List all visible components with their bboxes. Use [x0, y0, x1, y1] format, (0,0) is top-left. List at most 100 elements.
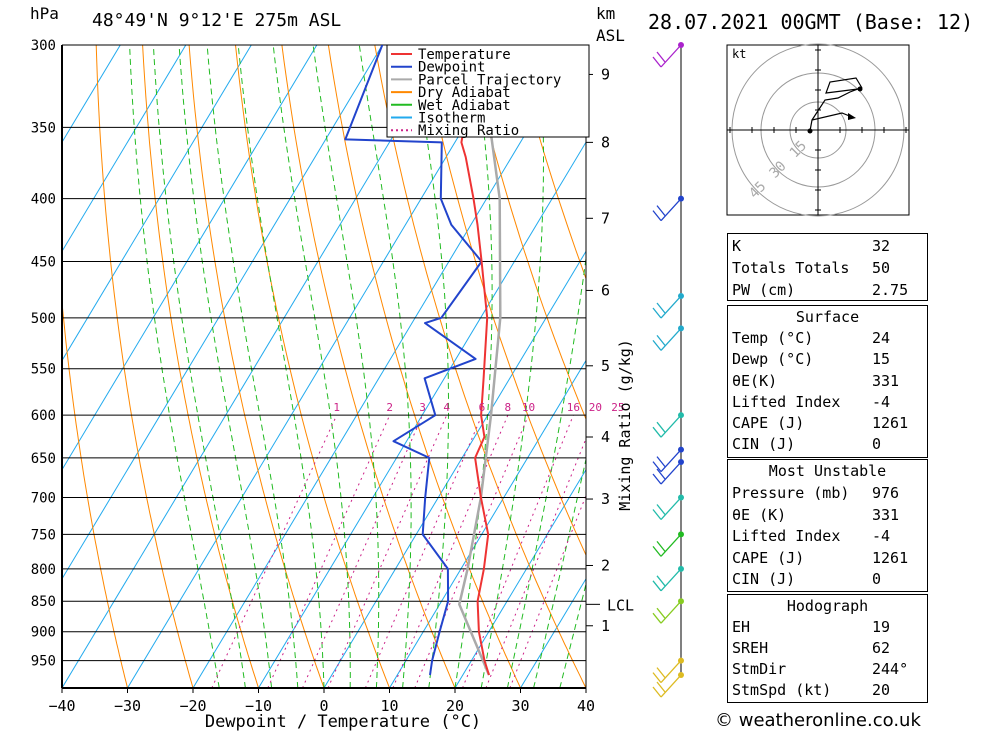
pressure-tick-label: 600	[31, 408, 56, 424]
legend-label: Dry Adiabat	[418, 85, 511, 101]
mixing-ratio-label: 4	[443, 401, 450, 414]
hodograph-unit: kt	[732, 47, 746, 61]
k-row: K 32	[732, 237, 891, 255]
isotherm-line	[62, 45, 383, 580]
pressure-tick-label: 750	[31, 527, 56, 543]
height-tick-label: 9	[601, 65, 610, 83]
sreh-row: SREH 62	[732, 639, 891, 657]
dry-adiabat-line	[95, 45, 194, 688]
surface-dewp-row: Dewp (°C) 15	[732, 350, 891, 368]
dewpoint-line	[344, 45, 483, 676]
isotherm-line	[192, 45, 580, 688]
dry-adiabat-line	[932, 45, 1000, 688]
x-axis-label: Dewpoint / Temperature (°C)	[205, 712, 481, 732]
wind-barb	[652, 497, 682, 520]
mixing-ratio-label: 20	[589, 401, 602, 414]
mixing-ratio-line	[211, 414, 338, 688]
pressure-tick-label: 400	[31, 192, 56, 208]
height-tick-label: 8	[601, 133, 610, 151]
hodograph-trace	[809, 112, 853, 132]
wet-adiabat-line	[533, 456, 586, 688]
mixing-ratio-label: 2	[386, 401, 393, 414]
height-tick-label: 6	[601, 281, 610, 299]
tt-row: Totals Totals 50	[732, 259, 891, 277]
mixing-ratio-label: 16	[567, 401, 580, 414]
legend-label: Temperature	[418, 47, 511, 63]
pressure-tick-label: 850	[31, 594, 56, 610]
temperature-tick-label: −10	[245, 697, 272, 715]
surface-li-row: Lifted Index -4	[732, 393, 891, 411]
legend-label: Isotherm	[418, 111, 485, 127]
wind-barb	[652, 674, 682, 698]
mu-title: Most Unstable	[768, 462, 887, 480]
dry-adiabat-line	[979, 45, 1000, 688]
hodograph-point	[857, 86, 863, 92]
stmdir-row: StmDir 244°	[732, 660, 909, 678]
datetime-title: 28.07.2021 00GMT (Base: 12)	[648, 10, 974, 34]
legend-label: Parcel Trajectory	[418, 72, 561, 88]
mu-theta-row: θE (K) 331	[732, 506, 900, 524]
isotherm-line	[62, 45, 121, 144]
isotherm-line	[389, 359, 586, 688]
wind-barb	[652, 533, 682, 557]
copyright-text[interactable]: © weatheronline.co.uk	[715, 710, 921, 731]
isotherm-line	[62, 45, 187, 253]
temperature-tick-label: −20	[179, 697, 206, 715]
pressure-tick-label: 800	[31, 562, 56, 578]
most-unstable-panel: Most Unstable Pressure (mb) 976 θE (K) 331…	[727, 459, 928, 592]
mixing-ratio-label: 1	[333, 401, 340, 414]
mu-cin-row: CIN (J) 0	[732, 570, 882, 588]
wind-barb	[652, 568, 682, 592]
dry-adiabat-line	[467, 45, 586, 421]
indices-panel: K 32 Totals Totals 50 PW (cm) 2.75	[727, 233, 928, 301]
mixing-ratio-axis-label: Mixing Ratio (g/kg)	[616, 339, 634, 511]
pressure-tick-label: 900	[31, 625, 56, 641]
wind-barb	[652, 660, 682, 684]
mixing-ratio-line	[485, 437, 586, 688]
mixing-ratio-label: 8	[505, 401, 512, 414]
wet-adiabat-line	[206, 45, 299, 688]
isotherm-line	[62, 45, 252, 362]
mixing-ratio-line	[302, 414, 424, 688]
mixing-ratio-line	[509, 494, 586, 688]
height-tick-label: 3	[601, 490, 610, 508]
isotherm-line	[454, 468, 586, 688]
surface-cape-row: CAPE (J) 1261	[732, 414, 909, 432]
wind-barb	[652, 327, 682, 351]
surface-cin-row: CIN (J) 0	[732, 435, 882, 453]
mu-li-row: Lifted Index -4	[732, 527, 891, 545]
height-tick-label: 5	[601, 357, 610, 375]
height-tick-label: 4	[601, 428, 610, 446]
wind-barb	[652, 414, 682, 438]
pressure-unit: hPa	[30, 4, 59, 23]
wind-barb	[652, 198, 682, 222]
mixing-ratio-label: 3	[419, 401, 426, 414]
pressure-tick-label: 350	[31, 120, 56, 136]
mixing-ratio-label: 10	[522, 401, 535, 414]
pw-row: PW (cm) 2.75	[732, 281, 909, 299]
wind-barb	[652, 295, 682, 319]
isotherm-line	[520, 577, 586, 688]
isotherm-line	[323, 250, 586, 688]
temperature-tick-label: 0	[319, 697, 328, 715]
legend-label: Dewpoint	[418, 60, 485, 76]
stmspd-row: StmSpd (kt) 20	[732, 681, 891, 699]
mu-pressure-row: Pressure (mb) 976	[732, 484, 900, 502]
mixing-ratio-line	[414, 414, 529, 688]
wind-barb	[652, 600, 682, 624]
pressure-tick-label: 300	[31, 38, 56, 54]
mixing-ratio-line	[267, 414, 391, 688]
wet-adiabat-line	[506, 254, 586, 688]
temperature-tick-label: 10	[380, 697, 398, 715]
pressure-tick-label: 500	[31, 311, 56, 327]
temperature-tick-label: −40	[48, 697, 75, 715]
wet-adiabat-line	[272, 45, 351, 688]
temperature-tick-label: −30	[114, 697, 141, 715]
mu-cape-row: CAPE (J) 1261	[732, 549, 909, 567]
height-tick-label: 7	[601, 209, 610, 227]
parcel-trajectory-line	[458, 45, 502, 676]
height-tick-label: 2	[601, 556, 610, 574]
mixing-ratio-line	[364, 414, 483, 688]
